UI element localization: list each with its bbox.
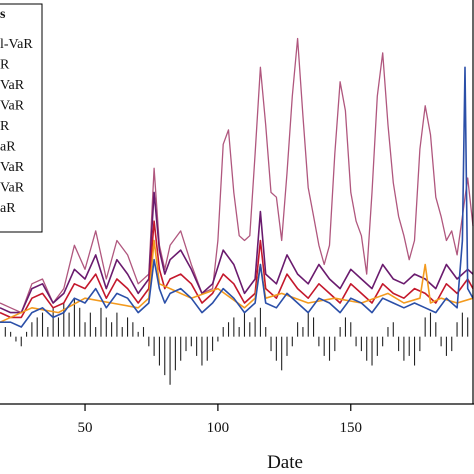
legend: s l-VaR R VaR VaR RaR VaR VaR aR [0,3,43,233]
series-line-mauve [0,37,474,314]
legend-entry: VaR [0,160,25,175]
series-line-band_lower [0,66,474,328]
legend-entry: aR [0,140,16,155]
returns-bars [4,298,469,385]
plot-frame [0,0,474,405]
series-line-purple [0,191,474,314]
series-lines [0,37,474,328]
legend-entry: VaR [0,99,25,114]
series-line-band_upper [0,220,474,319]
legend-entry: R [0,119,10,134]
legend-entry: VaR [0,181,25,196]
plot-area [0,37,474,385]
x-axis-title: Date [267,452,303,473]
legend-entry: aR [0,201,16,216]
legend-title: s [0,7,6,22]
legend-entry: l-VaR [0,37,33,52]
legend-entry: VaR [0,78,25,93]
x-axis-ticks: 50 100 150 [78,404,362,436]
x-tick-label: 50 [78,420,93,436]
legend-entries: s l-VaR R VaR VaR RaR VaR VaR aR [0,7,33,216]
legend-box [0,3,43,233]
series-line-orange [0,239,474,323]
legend-entry: R [0,58,10,73]
x-tick-label: 100 [207,420,230,436]
x-tick-label: 150 [340,420,363,436]
